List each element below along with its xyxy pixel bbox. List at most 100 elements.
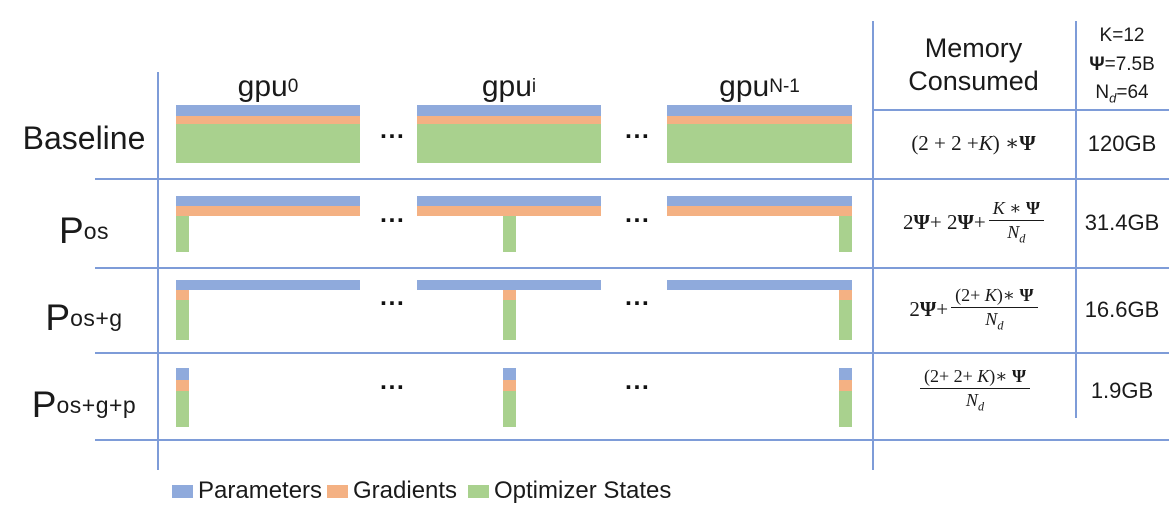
bar-stub-optimizer_states <box>176 391 189 427</box>
row-label-base: P <box>45 297 71 338</box>
gpu-label-sub: N-1 <box>769 76 800 97</box>
math-token: =7.5B <box>1104 53 1155 75</box>
bar-parameters <box>417 280 601 290</box>
bar-stub-optimizer_states <box>176 216 189 252</box>
bar-gradients <box>417 116 601 124</box>
bar-stub-gradients <box>839 290 852 300</box>
bar-stub-optimizer_states <box>503 216 516 252</box>
bar-parameters <box>417 105 601 116</box>
ellipsis-row3-1: ... <box>625 367 651 395</box>
math-token: d <box>997 318 1004 333</box>
math-token: K <box>992 198 1005 219</box>
legend-swatch-parameters <box>172 484 193 498</box>
bar-parameters <box>417 196 601 206</box>
math-token: N <box>1095 82 1110 104</box>
bar-optimizer_states <box>667 124 852 163</box>
math-token: Ψ <box>1089 53 1105 75</box>
ellipsis-row1-0: ... <box>380 200 406 228</box>
legend-label-parameters: Parameters <box>198 477 323 504</box>
bar-parameters <box>667 105 852 116</box>
math-token: + <box>973 210 986 234</box>
math-token: (2+ 2+ <box>923 366 978 387</box>
row-label-sub: os+g <box>70 304 123 331</box>
memory-consumed-line1: Memory <box>924 33 1023 64</box>
gpu-label-0: gpu 0 <box>188 70 348 104</box>
bar-optimizer_states <box>176 124 360 163</box>
gpu-label-base: gpu <box>237 70 288 103</box>
legend-item-gradients: Gradients <box>327 477 458 504</box>
math-token: )∗ <box>996 285 1020 306</box>
constant-line-2: Nd=64 <box>1095 79 1148 108</box>
gpu-label-base: gpu <box>719 70 770 103</box>
row-label-base: Baseline <box>22 119 146 156</box>
gpu-label-N-1: gpu N-1 <box>680 70 840 104</box>
grid-hline-row1 <box>95 178 1169 180</box>
constant-line-0: K=12 <box>1100 22 1145 51</box>
bar-stub-optimizer_states <box>839 391 852 427</box>
bar-parameters <box>176 196 360 206</box>
bar-parameters <box>176 280 360 290</box>
math-token: Ψ <box>913 210 930 234</box>
math-token: K <box>978 131 993 155</box>
math-token: d <box>977 399 985 414</box>
math-token: K <box>984 285 997 306</box>
bar-optimizer_states <box>417 124 601 163</box>
bar-stub-parameters <box>176 368 189 380</box>
value-pos-g-p: 1.9GB <box>1090 377 1154 403</box>
math-token: Ψ <box>919 297 937 321</box>
math-token: Ψ <box>1019 131 1036 155</box>
legend-label-gradients: Gradients <box>353 477 458 504</box>
math-token: ) ∗ <box>992 131 1020 155</box>
formula-baseline: (2 + 2 + K) ∗ Ψ <box>874 109 1073 178</box>
row-label-sub: os <box>83 217 109 244</box>
grid-hline-row3 <box>95 352 1169 354</box>
bar-gradients <box>176 116 360 124</box>
math-token: =64 <box>1116 82 1149 104</box>
bar-stub-gradients <box>176 290 189 300</box>
grid-vline-values <box>1075 21 1077 418</box>
legend-item-optimizer_states: Optimizer States <box>468 477 672 504</box>
grid-vline-memory <box>872 21 874 470</box>
constants-cell: K=12 Ψ=7.5B Nd=64 <box>1077 21 1167 109</box>
math-token: + <box>936 297 949 321</box>
bar-gradients <box>176 206 360 216</box>
fraction: (2+ K)∗ Ψ Nd <box>951 285 1038 333</box>
bar-parameters <box>667 280 852 290</box>
bar-gradients <box>667 206 852 216</box>
math-token: K=12 <box>1099 25 1145 47</box>
grid-vline-left <box>157 72 159 470</box>
fraction-numerator: K ∗ Ψ <box>988 198 1044 222</box>
math-token: )∗ <box>989 366 1012 387</box>
row-label-base: P <box>59 210 84 251</box>
math-token: Ψ <box>1025 198 1040 219</box>
legend-item-parameters: Parameters <box>172 477 323 504</box>
bar-gradients <box>417 206 601 216</box>
bar-stub-optimizer_states <box>503 391 516 427</box>
row-label-base: P <box>31 384 57 425</box>
ellipsis-row2-1: ... <box>625 283 651 311</box>
constant-line-1: Ψ=7.5B <box>1089 51 1155 80</box>
math-token: 2 <box>902 210 914 234</box>
bar-stub-gradients <box>503 290 516 300</box>
value-pos: 31.4GB <box>1084 209 1160 235</box>
math-token: (2 + 2 + <box>911 131 979 155</box>
fraction-numerator: (2+ K)∗ Ψ <box>951 285 1038 309</box>
bar-stub-optimizer_states <box>839 216 852 252</box>
math-token: N <box>985 309 998 330</box>
row-label-p-: Baseline <box>0 103 168 173</box>
memory-consumed-line2: Consumed <box>908 66 1039 96</box>
bar-stub-parameters <box>839 368 852 380</box>
legend-swatch-optimizer_states <box>468 484 489 498</box>
legend-label-optimizer_states: Optimizer States <box>494 477 672 504</box>
row-label-sub: os+g+p <box>56 391 137 418</box>
value-baseline: 120GB <box>1087 130 1157 156</box>
bar-gradients <box>667 116 852 124</box>
fraction-denominator: Nd <box>920 389 1030 414</box>
math-token: 2 <box>909 297 920 321</box>
bar-stub-gradients <box>503 380 516 391</box>
ellipsis-row0-1: ... <box>625 116 651 144</box>
ellipsis-row2-0: ... <box>380 283 406 311</box>
